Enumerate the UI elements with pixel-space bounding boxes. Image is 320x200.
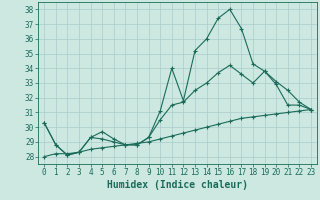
- X-axis label: Humidex (Indice chaleur): Humidex (Indice chaleur): [107, 180, 248, 190]
